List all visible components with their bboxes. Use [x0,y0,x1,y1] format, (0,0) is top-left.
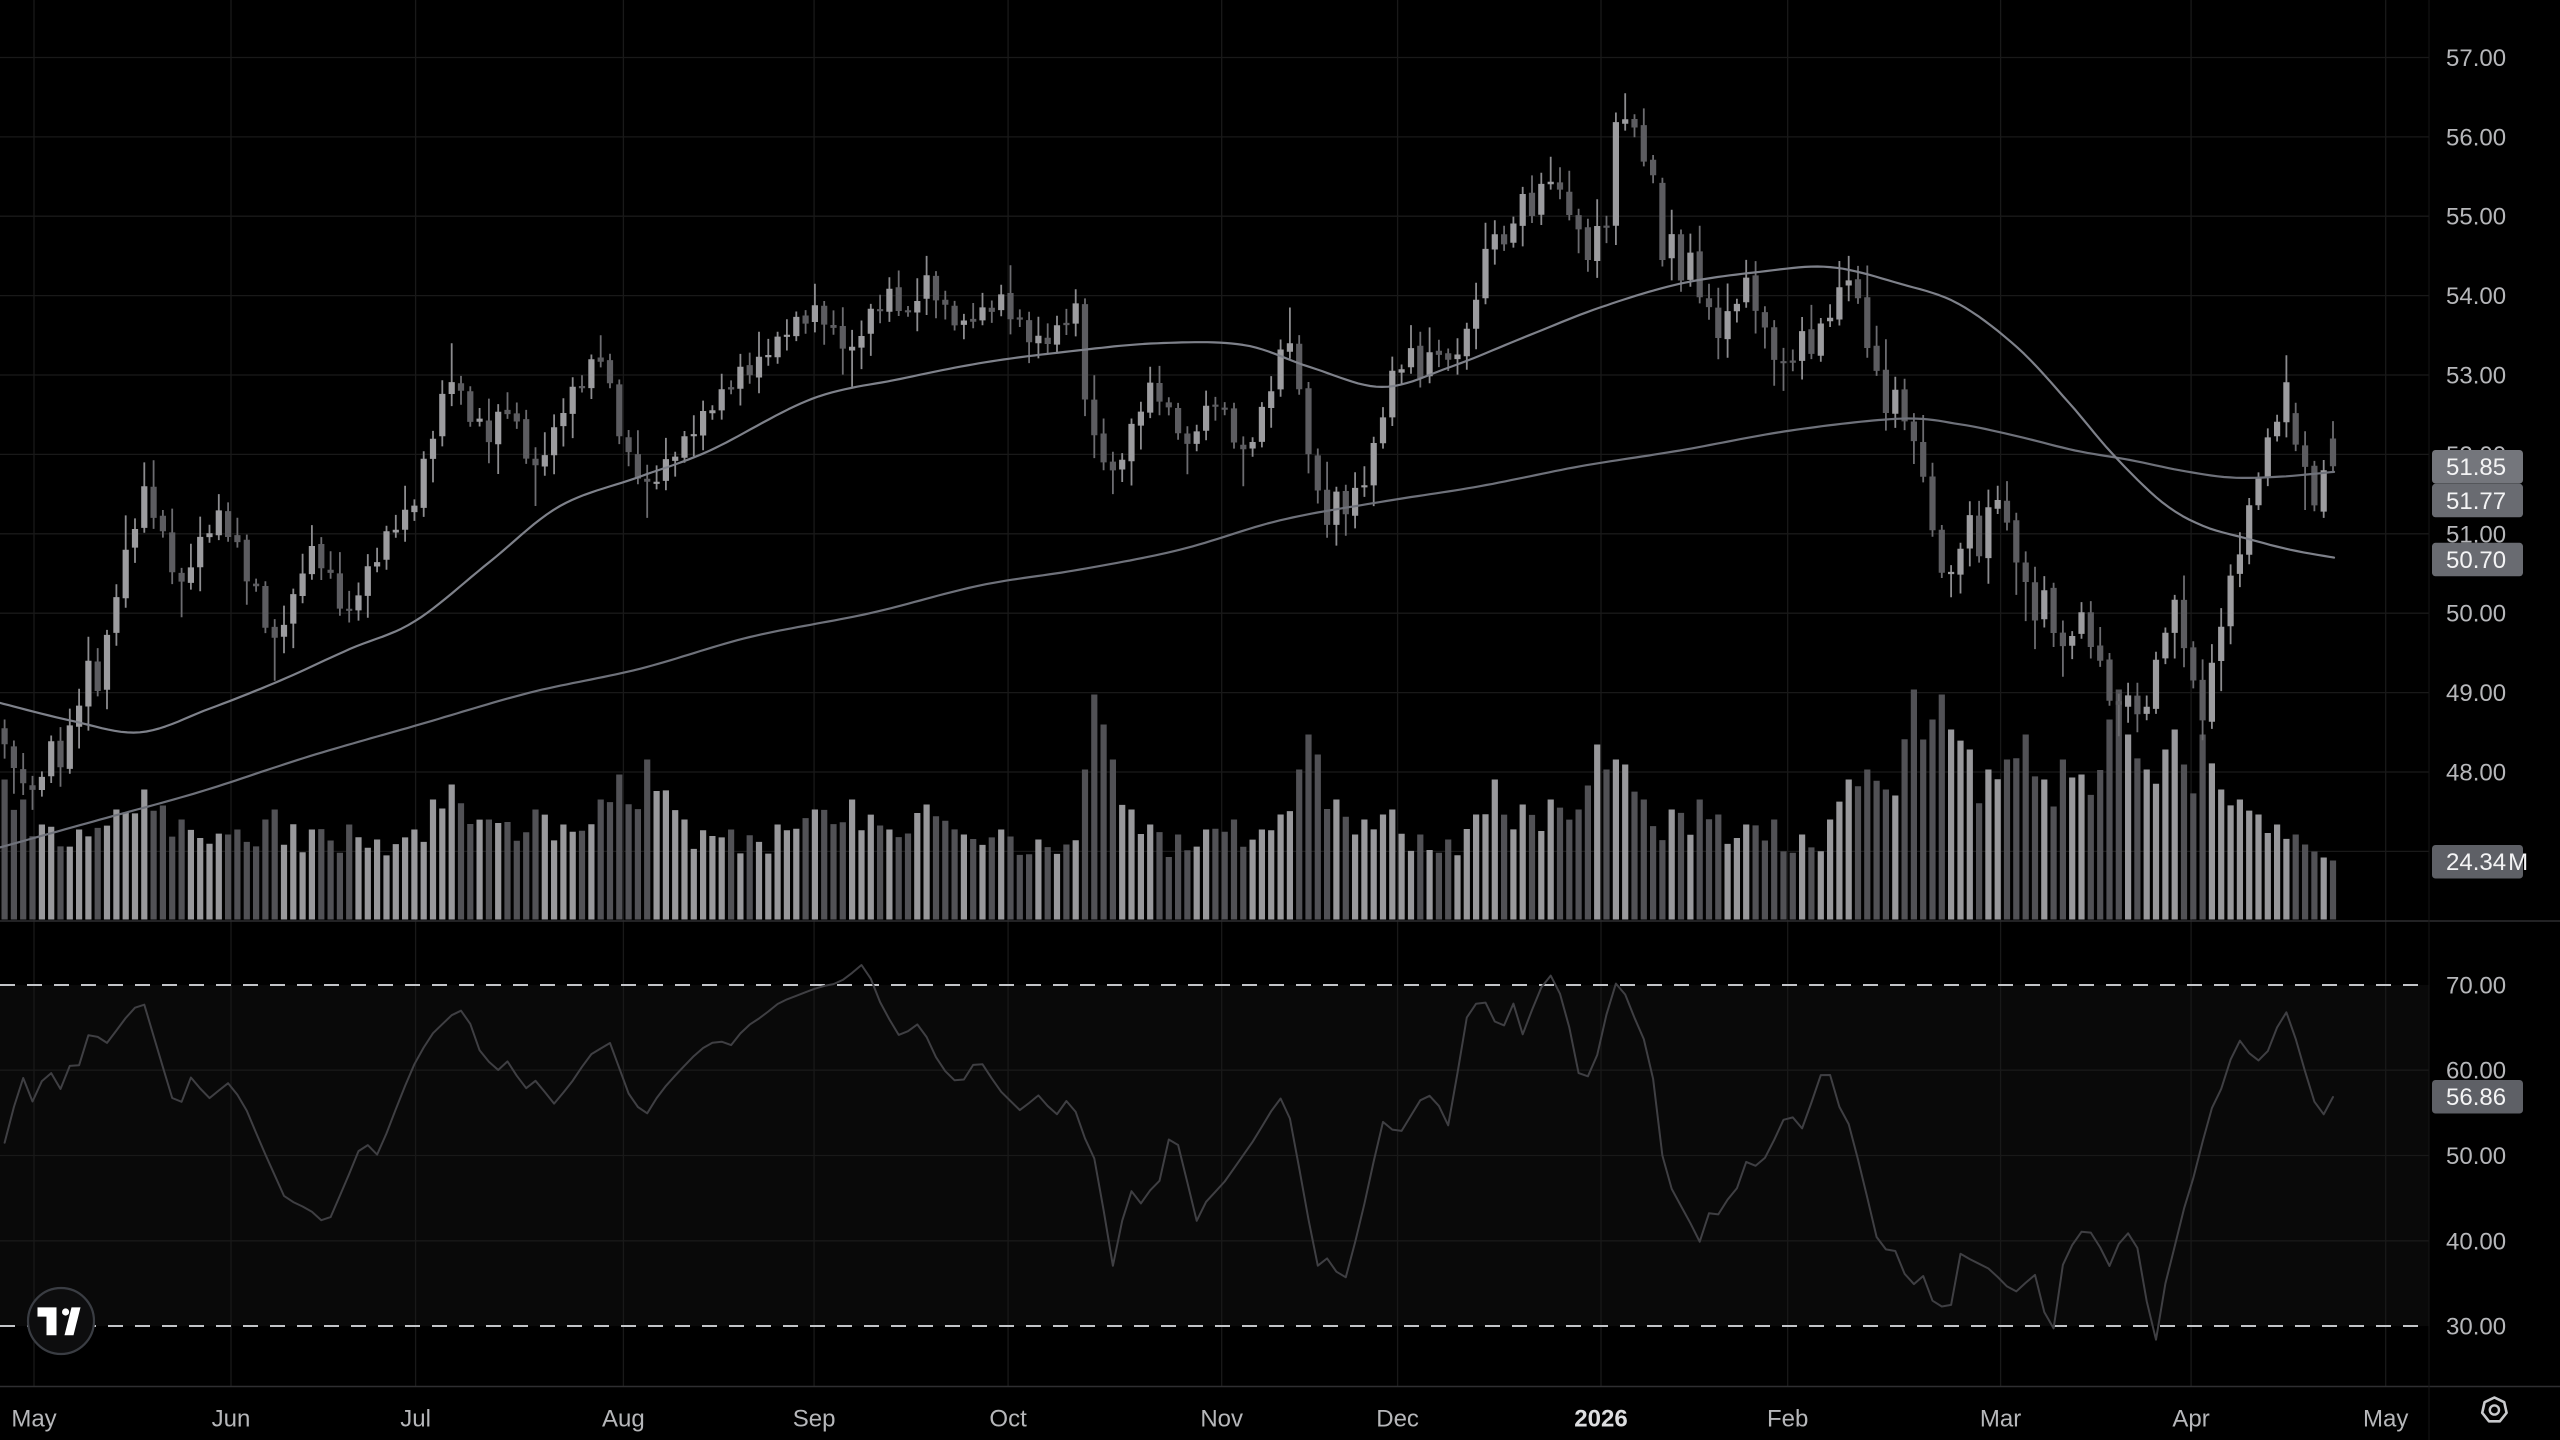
svg-text:50.00: 50.00 [2446,601,2506,628]
svg-text:May: May [11,1406,56,1433]
svg-text:Nov: Nov [1200,1406,1243,1433]
svg-text:Oct: Oct [989,1406,1027,1433]
svg-text:Feb: Feb [1767,1406,1808,1433]
svg-text:51.77: 51.77 [2446,488,2506,515]
svg-text:Sep: Sep [793,1406,836,1433]
svg-text:70.00: 70.00 [2446,973,2506,1000]
svg-text:49.00: 49.00 [2446,680,2506,707]
svg-text:57.00: 57.00 [2446,45,2506,72]
svg-text:24.34 M: 24.34 M [2446,849,2528,876]
svg-text:Jul: Jul [400,1406,431,1433]
svg-text:54.00: 54.00 [2446,283,2506,310]
svg-text:56.86: 56.86 [2446,1084,2506,1111]
svg-text:50.00: 50.00 [2446,1143,2506,1170]
svg-text:55.00: 55.00 [2446,204,2506,231]
svg-text:51.85: 51.85 [2446,454,2506,481]
svg-text:53.00: 53.00 [2446,363,2506,390]
svg-text:Dec: Dec [1376,1406,1419,1433]
svg-text:40.00: 40.00 [2446,1228,2506,1255]
svg-text:48.00: 48.00 [2446,760,2506,787]
svg-text:Apr: Apr [2172,1406,2209,1433]
svg-text:Jun: Jun [212,1406,251,1433]
svg-text:30.00: 30.00 [2446,1314,2506,1341]
svg-text:Mar: Mar [1980,1406,2021,1433]
svg-text:56.00: 56.00 [2446,124,2506,151]
svg-text:2026: 2026 [1574,1406,1627,1433]
svg-text:50.70: 50.70 [2446,547,2506,574]
svg-text:Aug: Aug [602,1406,645,1433]
svg-text:May: May [2363,1406,2408,1433]
